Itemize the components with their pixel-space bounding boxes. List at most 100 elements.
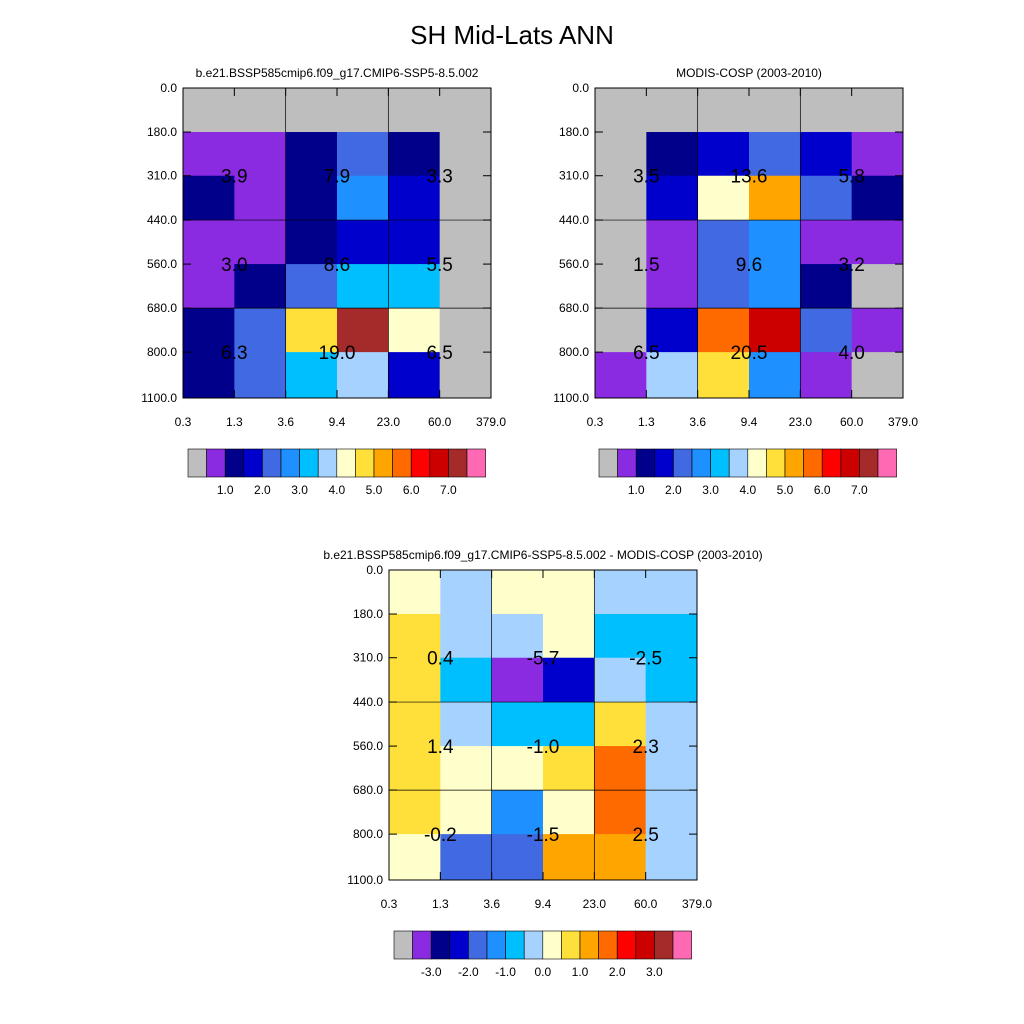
heatmap-cell: [388, 132, 441, 177]
heatmap-cell: [749, 220, 801, 265]
cell-value-label: 6.3: [221, 343, 247, 364]
colorbar-swatch: [466, 448, 486, 478]
heatmap-cell: [646, 175, 699, 221]
heatmap-cell: [646, 352, 699, 399]
cell-value-label: 3.5: [633, 167, 659, 188]
cell-value-label: 3.2: [838, 255, 864, 276]
heatmap-cell: [439, 175, 492, 221]
heatmap-cell: [646, 88, 699, 133]
y-tick-label: 0.0: [572, 81, 589, 95]
cell-value-label: -0.2: [424, 825, 457, 846]
x-tick-label: 9.4: [535, 897, 552, 911]
y-tick-label: 680.0: [353, 783, 383, 797]
heatmap-cell: [389, 614, 441, 659]
x-tick-label: 379.0: [888, 415, 918, 429]
colorbar-swatch: [803, 448, 823, 478]
cell-value-label: 9.6: [736, 255, 762, 276]
heatmap-cell: [285, 264, 338, 309]
heatmap-cell: [594, 834, 647, 881]
heatmap-cell: [595, 88, 647, 133]
colorbar-swatch: [206, 448, 226, 478]
y-tick-label: 800.0: [559, 345, 589, 359]
heatmap-cell: [440, 834, 493, 881]
y-tick-label: 440.0: [147, 213, 177, 227]
cell-value-label: 7.9: [324, 167, 350, 188]
y-tick-label: 440.0: [353, 695, 383, 709]
heatmap-cell: [697, 175, 750, 221]
x-tick-label: 1.3: [226, 415, 243, 429]
heatmap-cell: [646, 264, 699, 309]
heatmap-cell: [440, 746, 493, 791]
heatmap-cell: [800, 220, 853, 265]
cell-value-label: 6.5: [633, 343, 659, 364]
colorbar-swatch: [654, 448, 674, 478]
colorbar-swatch: [243, 448, 263, 478]
y-tick-label: 310.0: [559, 169, 589, 183]
colorbar-swatch: [635, 448, 656, 478]
heatmap-cell: [389, 702, 441, 747]
heatmap-cell: [491, 746, 544, 791]
cell-value-label: 0.4: [427, 649, 454, 670]
x-tick-label: 23.0: [789, 415, 813, 429]
colorbar-label: 1.0: [217, 483, 234, 497]
heatmap-cell: [337, 220, 389, 265]
cell-value-label: 6.5: [426, 343, 452, 364]
panel-title: b.e21.BSSP585cmip6.f09_g17.CMIP6-SSP5-8.…: [323, 548, 762, 562]
heatmap-cell: [439, 220, 492, 265]
figure-title: SH Mid-Lats ANN: [410, 20, 614, 50]
colorbar-label: -3.0: [421, 965, 442, 979]
colorbar-label: 0.0: [534, 965, 551, 979]
heatmap-cell: [440, 614, 493, 659]
heatmap-cell: [440, 702, 493, 747]
x-tick-label: 60.0: [840, 415, 864, 429]
y-tick-label: 1100.0: [347, 873, 383, 887]
heatmap-cell: [388, 264, 441, 309]
colorbar-label: 5.0: [777, 483, 794, 497]
heatmap-cell: [234, 220, 287, 265]
colorbar-swatch: [224, 448, 245, 478]
heatmap-cell: [645, 657, 698, 703]
colorbar-label: 3.0: [702, 483, 719, 497]
heatmap-cell: [749, 308, 801, 353]
colorbar-swatch: [187, 448, 207, 478]
heatmap-cell: [697, 264, 750, 309]
colorbar: 1.0 2.0 3.0 4.0 5.0 6.0 7.0: [187, 448, 486, 497]
heatmap-cell: [851, 264, 904, 309]
heatmap-cell: [543, 614, 595, 659]
heatmap-cell: [234, 264, 287, 309]
colorbar-swatch: [505, 930, 525, 960]
heatmap-cell: [800, 132, 853, 177]
x-tick-label: 0.3: [175, 415, 192, 429]
colorbar-label: 2.0: [665, 483, 682, 497]
heatmap-cell: [595, 132, 647, 177]
x-tick-label: 1.3: [432, 897, 449, 911]
cell-value-label: 5.8: [838, 167, 864, 188]
cell-value-label: 3.3: [426, 167, 452, 188]
y-tick-label: 440.0: [559, 213, 589, 227]
colorbar-swatch: [410, 448, 431, 478]
colorbar-swatch: [373, 448, 393, 478]
heatmap-cell: [285, 308, 338, 353]
heatmap-cell: [543, 834, 595, 881]
heatmap-cell: [594, 657, 647, 703]
colorbar: -3.0 -2.0 -1.0 0.0 1.0 2.0 3.0: [393, 930, 692, 979]
x-tick-label: 379.0: [476, 415, 506, 429]
heatmap-cell: [646, 132, 699, 177]
cell-value-label: 3.0: [221, 255, 247, 276]
heatmap-cell: [285, 132, 338, 177]
x-tick-label: 23.0: [583, 897, 607, 911]
colorbar-label: 2.0: [609, 965, 626, 979]
colorbar-swatch: [635, 930, 655, 960]
x-tick-label: 0.3: [381, 897, 398, 911]
heatmap-cell: [851, 132, 904, 177]
heatmap-cell: [645, 834, 698, 881]
colorbar-swatch: [561, 930, 581, 960]
heatmap-cell: [388, 175, 441, 221]
colorbar-swatch: [429, 448, 449, 478]
colorbar-swatch: [710, 448, 730, 478]
heatmap-cell: [491, 657, 544, 703]
cell-value-label: 5.5: [426, 255, 452, 276]
heatmap-cell: [183, 308, 235, 353]
heatmap-cell: [800, 175, 853, 221]
